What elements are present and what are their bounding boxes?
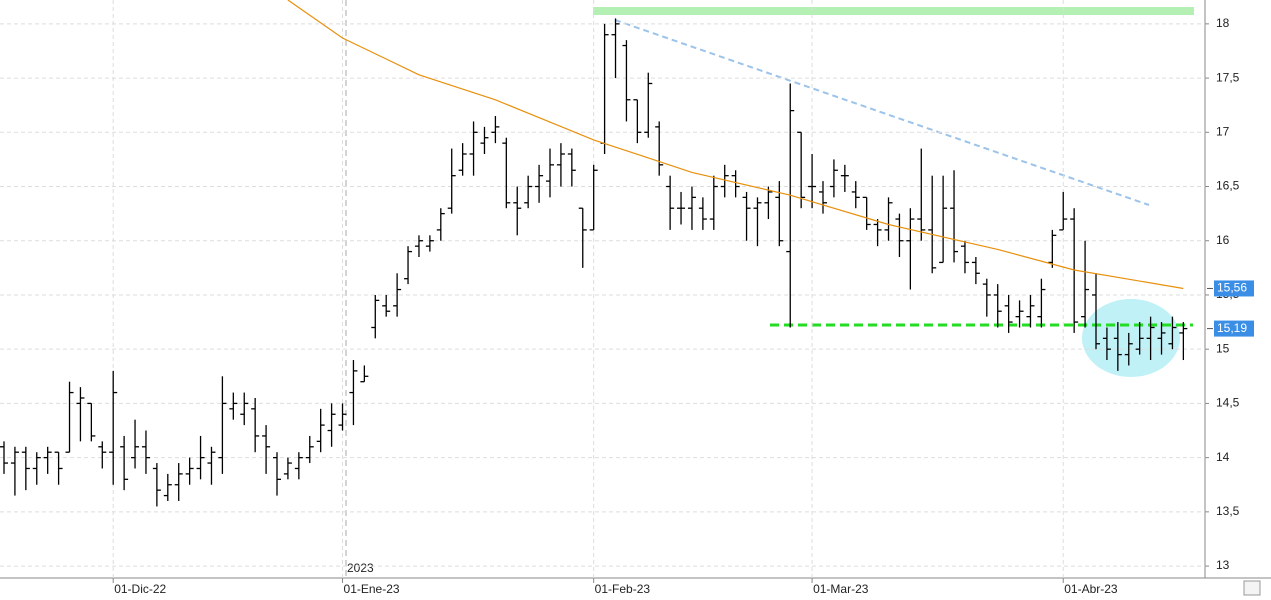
y-tick-label: 14 xyxy=(1216,450,1230,464)
price-marker-label: 15,56 xyxy=(1217,281,1247,295)
moving-average xyxy=(287,0,1184,290)
year-label: 2023 xyxy=(347,561,374,575)
x-tick-label: 01-Ene-23 xyxy=(344,582,400,596)
trend-line xyxy=(614,19,1150,206)
y-tick-label: 16 xyxy=(1216,233,1230,247)
y-tick-label: 15 xyxy=(1216,341,1230,355)
y-tick-label: 16,5 xyxy=(1216,179,1240,193)
y-tick-label: 17,5 xyxy=(1216,70,1240,84)
price-marker xyxy=(1214,280,1254,297)
y-tick-label: 13,5 xyxy=(1216,504,1240,518)
y-tick-label: 14,5 xyxy=(1216,396,1240,410)
x-tick-label: 01-Mar-23 xyxy=(813,582,869,596)
price-marker-label: 15,19 xyxy=(1217,321,1247,335)
resistance-band xyxy=(593,7,1194,15)
x-tick-label: 01-Abr-23 xyxy=(1064,582,1118,596)
y-tick-label: 18 xyxy=(1216,16,1230,30)
x-tick-label: 01-Feb-23 xyxy=(595,582,651,596)
y-tick-label: 13 xyxy=(1216,558,1230,572)
price-marker xyxy=(1214,320,1254,337)
scroll-button[interactable] xyxy=(1243,580,1261,596)
y-tick-label: 17 xyxy=(1216,124,1230,138)
highlight-ellipse xyxy=(1082,299,1180,377)
x-tick-label: 01-Dic-22 xyxy=(114,582,166,596)
